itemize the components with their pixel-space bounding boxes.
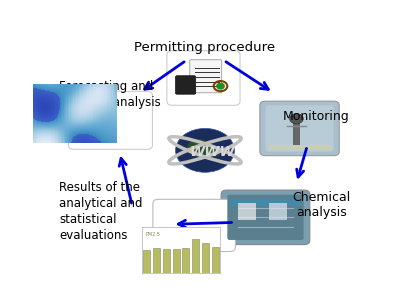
Circle shape xyxy=(205,146,220,157)
FancyBboxPatch shape xyxy=(167,51,240,105)
Text: Results of the
analytical and
statistical
evaluations: Results of the analytical and statistica… xyxy=(59,181,143,242)
FancyBboxPatch shape xyxy=(260,101,339,156)
FancyBboxPatch shape xyxy=(176,76,196,94)
Bar xyxy=(153,248,160,273)
FancyBboxPatch shape xyxy=(266,105,334,152)
Text: PM2.5: PM2.5 xyxy=(146,232,161,237)
FancyBboxPatch shape xyxy=(221,190,310,244)
Bar xyxy=(182,248,189,273)
Circle shape xyxy=(176,128,234,172)
Bar xyxy=(238,203,256,220)
FancyBboxPatch shape xyxy=(190,60,222,93)
Bar xyxy=(202,243,209,273)
Text: WWW: WWW xyxy=(190,145,236,158)
Text: Permitting procedure: Permitting procedure xyxy=(134,41,276,54)
Text: Forecasting and
scenario analysis: Forecasting and scenario analysis xyxy=(59,80,161,110)
Bar xyxy=(268,203,287,220)
Circle shape xyxy=(217,83,224,89)
Text: Monitoring: Monitoring xyxy=(282,110,349,123)
Bar xyxy=(163,249,170,273)
Bar xyxy=(268,145,330,150)
FancyBboxPatch shape xyxy=(153,199,235,251)
Bar xyxy=(173,250,180,273)
Bar xyxy=(293,122,300,145)
Bar xyxy=(230,199,301,206)
Text: Chemical
analysis: Chemical analysis xyxy=(292,190,351,219)
Bar xyxy=(192,239,199,273)
Bar xyxy=(144,250,150,273)
Circle shape xyxy=(187,139,210,157)
Bar xyxy=(212,247,218,273)
FancyBboxPatch shape xyxy=(68,91,152,149)
FancyBboxPatch shape xyxy=(227,195,304,240)
Circle shape xyxy=(290,114,303,124)
